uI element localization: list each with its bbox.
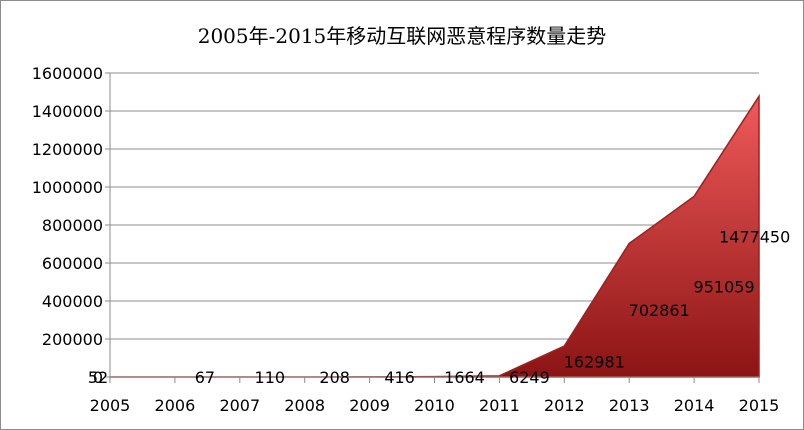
data-label-2012: 162981 [564,353,625,372]
data-label-2005: 52 [88,368,108,387]
x-tick-label-0: 2005 [90,396,131,415]
y-tick-label-1: 200000 [42,330,103,349]
x-tick-label-5: 2010 [414,396,455,415]
series-area-path [109,93,760,378]
y-tick-label-5: 1000000 [32,178,103,197]
x-tick-label-1: 2006 [155,396,196,415]
y-tick-label-0: 0 [93,368,103,387]
x-tick-label-4: 2009 [349,396,390,415]
x-tick-label-8: 2013 [609,396,650,415]
y-tick-label-6: 1200000 [32,140,103,159]
y-tick-labels: 0 200000 400000 600000 800000 1000000 1200000 1… [32,64,103,387]
data-label-2007: 110 [255,368,286,387]
x-tick-label-6: 2011 [479,396,520,415]
series-area [109,93,760,378]
data-label-2014: 951059 [694,278,755,297]
y-tick-label-7: 1400000 [32,102,103,121]
y-tick-label-2: 400000 [42,292,103,311]
chart-title: 2005年-2015年移动互联网恶意程序数量走势 [197,24,607,48]
y-tick-label-3: 600000 [42,254,103,273]
axes [105,72,760,383]
data-label-2006: 67 [195,368,215,387]
x-tick-label-3: 2008 [284,396,325,415]
data-label-2010: 1664 [444,368,485,387]
data-label-2013: 702861 [629,301,690,320]
y-tick-label-4: 800000 [42,216,103,235]
x-tick-labels: 2005 2006 2007 2008 2009 2010 2011 2012 2013 2014… [90,396,780,415]
data-label-2008: 208 [319,368,350,387]
x-tick-label-7: 2012 [544,396,585,415]
data-label-2015: 1477450 [719,228,790,247]
x-tick-label-9: 2014 [674,396,715,415]
data-label-2009: 416 [384,368,415,387]
x-tick-label-2: 2007 [219,396,260,415]
y-tick-label-8: 1600000 [32,64,103,83]
x-tick-label-10: 2015 [739,396,780,415]
data-label-2011: 6249 [509,368,550,387]
